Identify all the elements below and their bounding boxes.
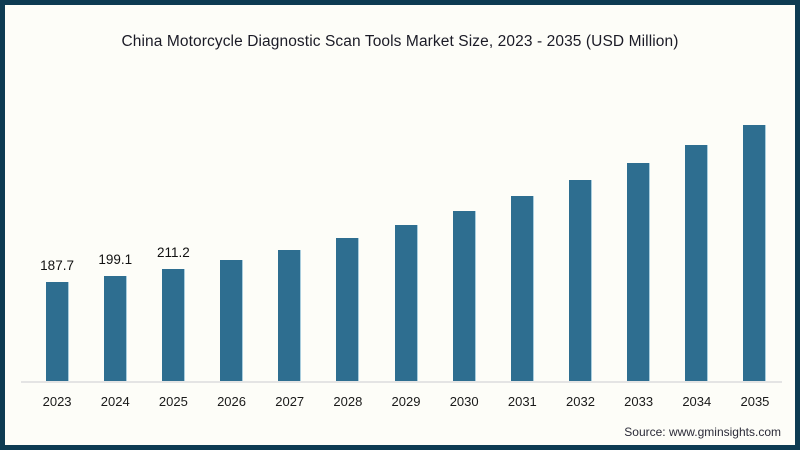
bar xyxy=(394,224,418,382)
bar-value-label: 211.2 xyxy=(157,245,190,260)
bar xyxy=(568,180,592,382)
bar xyxy=(685,144,709,382)
bar-column: 199.1 xyxy=(86,122,144,382)
bar xyxy=(161,269,185,382)
x-tick-label: 2028 xyxy=(333,394,363,409)
x-tick-label: 2025 xyxy=(158,394,188,409)
bar xyxy=(743,124,767,382)
bar xyxy=(452,211,476,382)
chart-title: China Motorcycle Diagnostic Scan Tools M… xyxy=(121,33,679,50)
x-tick-label: 2031 xyxy=(507,394,537,409)
x-tick-label: 2027 xyxy=(275,394,305,409)
x-tick-label: 2033 xyxy=(624,394,654,409)
x-tick-label: 2035 xyxy=(740,394,770,409)
source-text: Source: www.gminsights.com xyxy=(624,425,781,439)
x-tick-label: 2023 xyxy=(42,394,72,409)
bar xyxy=(627,163,651,382)
bar-column: 187.7 xyxy=(28,122,86,382)
bar-column xyxy=(668,122,726,382)
bar-column xyxy=(551,122,609,382)
bar xyxy=(336,237,360,382)
x-tick-label: 2026 xyxy=(217,394,246,409)
x-tick-label: 2030 xyxy=(449,394,479,409)
bar xyxy=(220,259,244,382)
bar xyxy=(510,196,534,382)
bar-column xyxy=(493,122,551,382)
bar xyxy=(278,249,302,382)
bar-column xyxy=(435,122,493,382)
bar-plot-area: 187.7 199.1 211.2 xyxy=(28,122,784,382)
bar-column: 211.2 xyxy=(144,122,202,382)
bar-column xyxy=(202,122,260,382)
bar-value-label: 187.7 xyxy=(40,257,74,273)
bar xyxy=(103,275,127,382)
bar-column xyxy=(261,122,319,382)
x-tick-label: 2034 xyxy=(682,394,712,409)
x-tick-label: 2032 xyxy=(566,394,595,409)
bar-column xyxy=(377,122,435,382)
bar-value-label: 199.1 xyxy=(98,251,133,267)
x-tick-label: 2024 xyxy=(100,394,130,409)
x-tick-label: 2029 xyxy=(391,394,421,409)
bar-column xyxy=(726,122,784,382)
bar-column xyxy=(319,122,377,382)
x-axis-line xyxy=(21,381,782,383)
bar-column xyxy=(610,122,668,382)
bar xyxy=(45,281,69,382)
x-axis-tick-labels: 2023 2024 2025 2026 2027 2028 2029 2030 2031 2032… xyxy=(28,394,784,409)
